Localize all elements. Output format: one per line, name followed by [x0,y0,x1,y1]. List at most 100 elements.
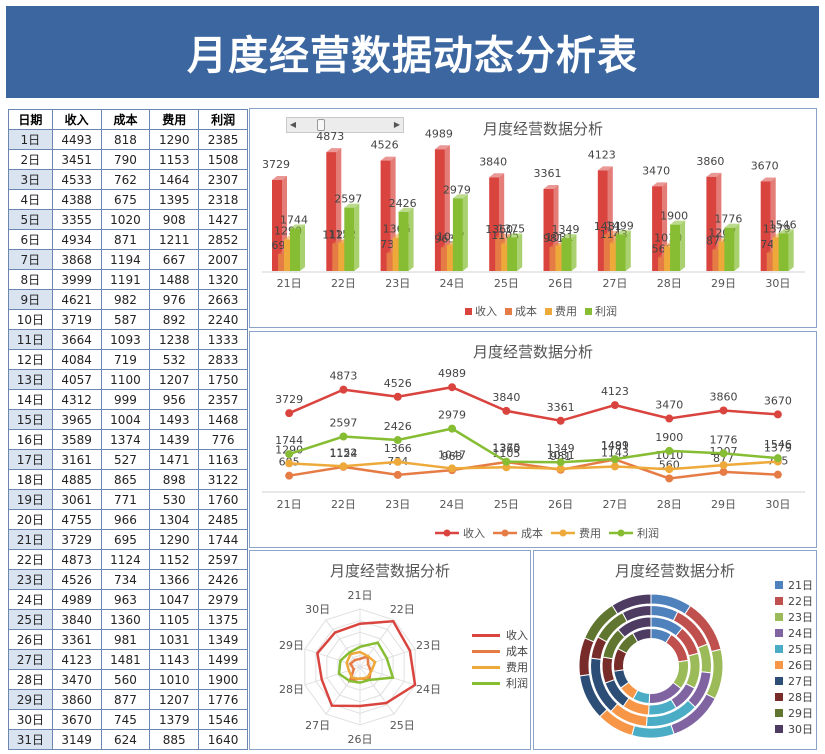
date-cell: 16日 [8,429,53,450]
doughnut-slice [621,604,652,623]
date-cell: 10日 [8,309,53,330]
scroll-left-icon[interactable]: ◀ [289,120,297,129]
value-cell: 771 [100,489,151,510]
scrollbar-thumb[interactable] [317,119,325,131]
bar [615,234,626,271]
line-data-label: 3470 [655,399,683,412]
legend-label: 利润 [506,677,528,690]
value-cell: 2597 [198,549,248,570]
x-tick-label: 22日 [331,277,356,290]
column-header: 费用 [149,109,200,130]
date-cell: 7日 [8,249,53,270]
line-point [773,454,782,463]
line-data-label: 1379 [764,442,792,455]
line-data-label: 4873 [329,370,357,383]
bar-data-label: 3361 [534,167,562,180]
line-point [773,410,782,419]
line-point [610,455,619,464]
legend-line-swatch [472,665,500,669]
table-row: 25日 3840 1360 1105 1375 [8,609,248,630]
value-cell: 3868 [51,249,102,270]
bar-top [724,223,740,228]
bar [658,257,669,271]
radar-legend-item: 费用 [472,659,528,675]
line-point [719,461,728,470]
date-scrollbar[interactable]: ◀ ▶ [286,117,404,133]
table-row: 10日 3719 587 892 2240 [8,309,248,330]
line-point [448,383,457,392]
value-cell: 1304 [149,509,200,530]
bar [664,246,675,271]
line-point [448,464,457,473]
line-chart-panel: 月度经营数据分析 3729 4873 4526 4989 3840 3361 4123 347… [249,331,817,548]
value-cell: 4621 [51,289,102,310]
legend-swatch [775,613,783,621]
bar-top [615,230,631,235]
value-cell: 719 [100,349,151,370]
line-data-label: 1481 [601,439,629,452]
line-point [610,462,619,471]
bar [489,177,500,271]
column-header: 日期 [8,109,53,130]
line-legend-marker [501,529,509,537]
date-cell: 19日 [8,489,53,510]
table-row: 27日 4123 1481 1143 1499 [8,649,248,670]
value-cell: 4755 [51,509,102,530]
bar [398,211,409,271]
legend-swatch [775,693,783,701]
bar-legend-swatch [585,308,592,315]
value-cell: 2357 [198,389,248,410]
value-cell: 3161 [51,449,102,470]
date-cell: 17日 [8,449,53,470]
x-tick-label: 27日 [602,277,627,290]
line-data-label: 981 [550,450,571,463]
table-row: 24日 4989 963 1047 2979 [8,589,248,610]
radar-axis-label: 26日 [348,733,373,746]
value-cell: 956 [149,389,200,410]
series-line [288,427,778,464]
value-cell: 981 [100,629,151,650]
value-cell: 2852 [198,229,248,250]
bar-side [788,229,794,271]
page-title: 月度经营数据动态分析表 [6,6,819,98]
value-cell: 675 [100,189,151,210]
value-cell: 1004 [100,409,151,430]
value-cell: 1468 [198,409,248,430]
doughnut-chart-panel: 月度经营数据分析 21日 22日 23日 24日 25日 26日 27日 28日 29日 30日 [533,550,817,750]
table-row: 14日 4312 999 956 2357 [8,389,248,410]
value-cell: 2240 [198,309,248,330]
bar-side [571,234,577,271]
line-data-label: 1360 [492,442,520,455]
bar-data-label: 1349 [552,223,580,236]
line-chart: 3729 4873 4526 4989 3840 3361 4123 3470 3860 3670… [262,367,805,540]
bar [549,247,560,271]
value-cell: 885 [149,729,200,750]
value-cell: 2307 [198,169,248,190]
value-cell: 2007 [198,249,248,270]
bar-legend-label: 利润 [595,304,617,318]
bar [501,244,512,271]
x-tick-label: 29日 [711,277,736,290]
radar-axis-label: 22日 [390,603,415,616]
value-cell: 1464 [149,169,200,190]
legend-label: 27日 [788,675,813,688]
line-point [393,457,402,466]
doughnut-slice [611,593,652,615]
value-cell: 2426 [198,569,248,590]
value-cell: 1375 [198,609,248,630]
bar-legend-label: 成本 [515,304,537,318]
bar [392,237,403,271]
value-cell: 1143 [149,649,200,670]
scroll-right-icon[interactable]: ▶ [393,120,401,129]
bar-data-label: 1744 [280,213,308,226]
bar-top [380,156,396,161]
bar [760,181,771,271]
bar-top [706,172,722,177]
line-data-label: 1744 [275,434,303,447]
line-data-label: 877 [713,452,734,465]
value-cell: 877 [100,689,151,710]
bar-data-label: 4123 [588,148,616,161]
value-cell: 1047 [149,589,200,610]
doughnut-slice [632,627,652,643]
table-row: 28日 3470 560 1010 1900 [8,669,248,690]
